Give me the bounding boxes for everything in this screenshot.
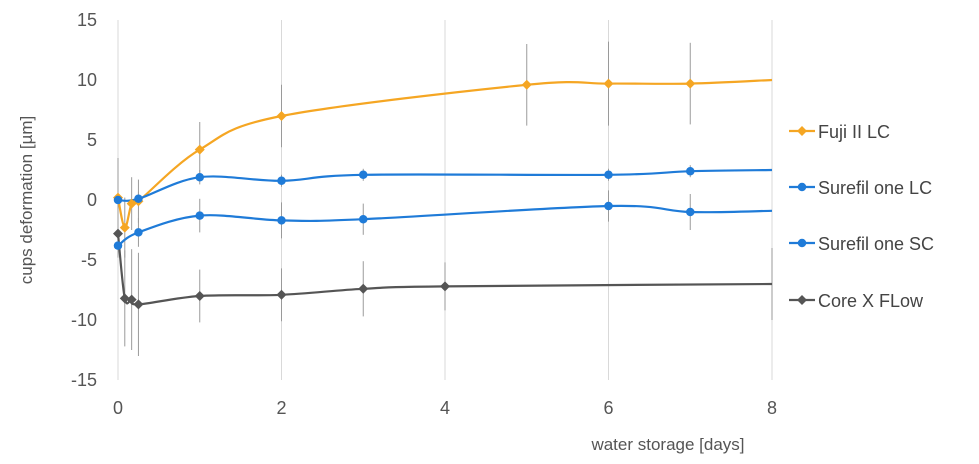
legend: Fuji II LC Surefil one LC Surefil one SC Co… [789, 122, 934, 311]
legend-label: Fuji II LC [818, 122, 890, 142]
data-point [440, 281, 450, 292]
data-point [686, 166, 695, 176]
data-point [359, 170, 368, 180]
data-point [358, 283, 369, 294]
x-axis-label: water storage [days] [590, 435, 744, 454]
y-tick-label: -5 [81, 250, 97, 270]
data-point [113, 195, 123, 205]
data-point [113, 241, 123, 250]
data-point [119, 293, 130, 304]
data-point [195, 211, 204, 220]
series-markers [113, 78, 696, 310]
legend-label: Surefil one LC [818, 178, 932, 198]
legend-marker [797, 126, 807, 136]
data-point [604, 170, 613, 180]
data-point [277, 216, 286, 225]
data-point [119, 222, 130, 233]
x-tick-label: 0 [113, 398, 123, 418]
data-point [603, 78, 614, 89]
grid-lines [117, 20, 773, 380]
x-tick-label: 4 [440, 398, 450, 418]
data-point [195, 172, 204, 182]
data-point [194, 144, 205, 155]
data-point [194, 291, 205, 301]
data-point [521, 79, 532, 90]
data-point [134, 228, 143, 237]
y-tick-label: 0 [87, 190, 97, 210]
data-point [686, 207, 695, 217]
data-point [604, 201, 613, 211]
y-tick-label: 10 [77, 70, 97, 90]
data-point [685, 78, 696, 89]
data-point [134, 194, 143, 204]
data-point [276, 289, 287, 300]
x-tick-label: 8 [767, 398, 777, 418]
y-tick-label: 15 [77, 10, 97, 30]
y-axis-label: cups deformation [µm] [17, 116, 36, 285]
legend-label: Surefil one SC [818, 234, 934, 254]
data-point [359, 214, 368, 224]
data-point [277, 176, 286, 186]
series-line [117, 204, 773, 247]
x-tick-label: 2 [276, 398, 286, 418]
legend-label: Core X FLow [818, 291, 924, 311]
series-line [116, 233, 773, 306]
series-line [117, 168, 773, 202]
y-tick-label: -15 [71, 370, 97, 390]
legend-marker [797, 238, 807, 248]
data-point [113, 228, 123, 239]
data-point [133, 299, 144, 310]
y-tick-labels: 15 10 5 0 -5 -10 -15 [71, 10, 97, 390]
y-tick-label: -10 [71, 310, 97, 330]
data-point [276, 111, 287, 121]
legend-marker [797, 295, 807, 305]
legend-marker [797, 182, 807, 192]
x-tick-label: 6 [603, 398, 613, 418]
data-point [126, 294, 137, 305]
y-tick-label: 5 [87, 130, 97, 150]
x-tick-labels: 0 2 4 6 8 [113, 398, 777, 418]
